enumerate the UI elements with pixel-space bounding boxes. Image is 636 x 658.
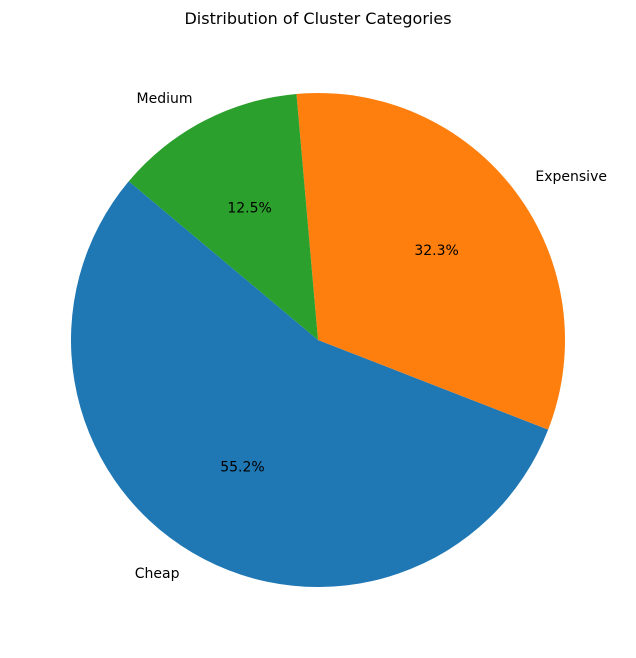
slice-percent-medium: 12.5%: [227, 201, 271, 217]
pie-slice-medium: [128, 93, 318, 340]
slice-label-medium: Medium: [137, 91, 193, 107]
chart-title: Distribution of Cluster Categories: [184, 9, 451, 28]
pie-labels: Cheap 55.2% Expensive 32.3% Medium 12.5%: [135, 91, 607, 582]
slice-label-cheap: Cheap: [135, 566, 180, 582]
pie-slices: [71, 93, 566, 587]
slice-percent-expensive: 32.3%: [414, 243, 458, 259]
slice-percent-cheap: 55.2%: [220, 460, 264, 476]
pie-slice-expensive: [296, 93, 566, 430]
slice-label-expensive: Expensive: [535, 169, 607, 185]
pie-slice-cheap: [71, 181, 549, 587]
